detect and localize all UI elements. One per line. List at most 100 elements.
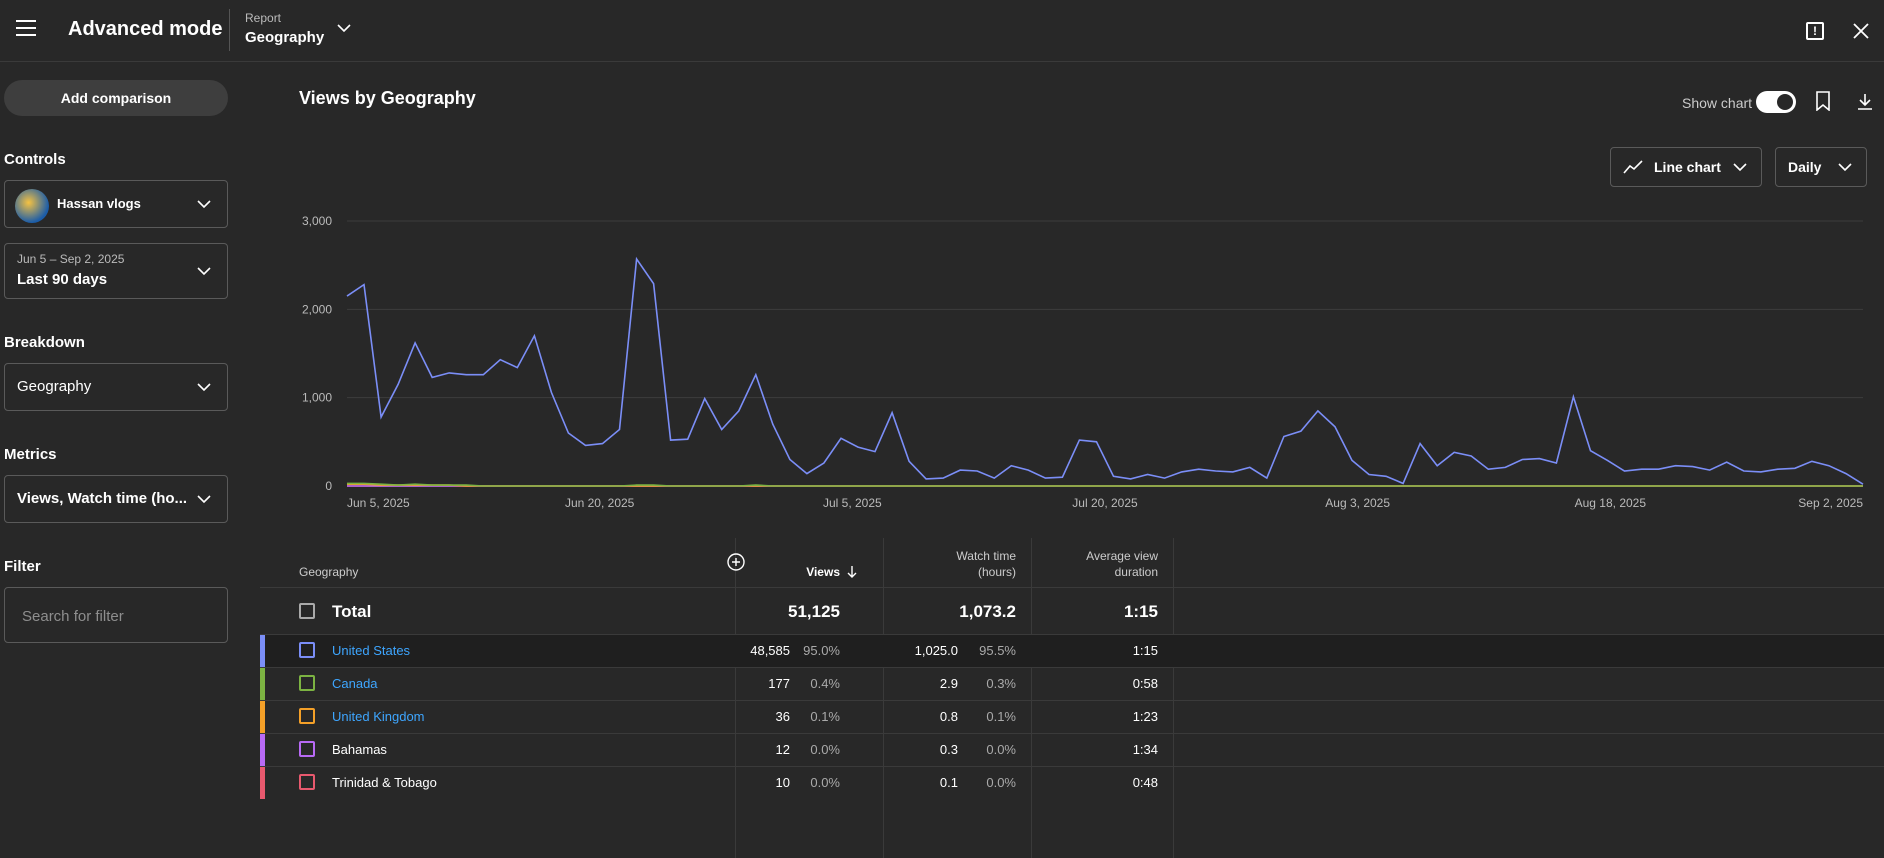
date-range-sub: Jun 5 – Sep 2, 2025 xyxy=(17,252,125,266)
x-tick-label: Jul 5, 2025 xyxy=(823,496,882,510)
divider xyxy=(735,538,736,858)
date-range-main: Last 90 days xyxy=(17,271,108,288)
views-value: 48,585 xyxy=(750,643,790,658)
chart-type-dropdown[interactable]: Line chart xyxy=(1610,147,1762,187)
y-tick-label: 3,000 xyxy=(302,214,332,228)
bookmark-icon[interactable] xyxy=(1815,91,1831,111)
chevron-down-icon xyxy=(197,383,211,392)
x-tick-label: Jun 20, 2025 xyxy=(565,496,635,510)
add-column-icon[interactable] xyxy=(727,553,745,571)
total-watch-time: 1,073.2 xyxy=(959,602,1016,621)
row-checkbox[interactable] xyxy=(299,708,315,724)
watch-time-header-line2: (hours) xyxy=(977,565,1016,579)
table-row[interactable]: Canada 177 0.4% 2.9 0.3% 0:58 xyxy=(260,667,1884,700)
y-tick-label: 2,000 xyxy=(302,302,332,316)
avg-duration-header-line1: Average view xyxy=(1086,549,1158,563)
avg-duration-header-line2: duration xyxy=(1114,565,1158,579)
avatar xyxy=(15,189,49,223)
divider xyxy=(1173,538,1174,858)
country-name[interactable]: Canada xyxy=(332,676,378,691)
row-checkbox[interactable] xyxy=(299,774,315,790)
series-line-1 xyxy=(347,482,1863,487)
x-tick-label: Jun 5, 2025 xyxy=(347,496,410,510)
total-avg-duration: 1:15 xyxy=(1123,602,1158,621)
x-tick-label: Jul 20, 2025 xyxy=(1072,496,1138,510)
watch-time-value: 2.9 xyxy=(939,676,958,691)
chevron-down-icon xyxy=(197,267,211,276)
close-icon[interactable] xyxy=(1852,22,1870,40)
feedback-icon[interactable]: ! xyxy=(1806,22,1824,40)
chevron-down-icon xyxy=(1838,163,1852,172)
row-checkbox[interactable] xyxy=(299,741,315,757)
menu-icon[interactable] xyxy=(16,20,36,36)
table-row[interactable]: United States 48,585 95.0% 1,025.0 95.5% 1:15 xyxy=(260,634,1884,667)
series-color-swatch xyxy=(260,767,265,799)
filter-label: Filter xyxy=(4,558,41,575)
chevron-down-icon xyxy=(197,495,211,504)
views-value: 177 xyxy=(768,676,790,691)
views-percent: 0.0% xyxy=(810,742,840,757)
sidebar: Add comparison Controls Hassan vlogs Jun… xyxy=(0,63,240,795)
main-panel: Views by Geography Show chart Line chart… xyxy=(260,63,1884,858)
views-percent: 0.4% xyxy=(810,676,840,691)
breakdown-value: Geography xyxy=(17,378,92,395)
chevron-down-icon xyxy=(197,200,211,209)
watch-time-value: 0.3 xyxy=(939,742,958,757)
total-views: 51,125 xyxy=(788,602,840,621)
watch-time-header-line1: Watch time xyxy=(956,549,1016,563)
total-label: Total xyxy=(332,602,372,621)
total-checkbox[interactable] xyxy=(299,603,315,619)
watch-time-value: 1,025.0 xyxy=(914,643,958,658)
row-checkbox[interactable] xyxy=(299,642,315,658)
country-name: Bahamas xyxy=(332,742,387,757)
sort-down-icon[interactable] xyxy=(846,565,858,579)
country-name[interactable]: United States xyxy=(332,643,411,658)
add-comparison-button[interactable]: Add comparison xyxy=(4,80,228,116)
series-line-0 xyxy=(346,256,1864,485)
watch-time-percent: 95.5% xyxy=(979,643,1016,658)
divider xyxy=(1031,538,1032,858)
avg-duration-value: 0:58 xyxy=(1132,676,1158,691)
line-chart: 0 1,000 2,000 3,000 Jun 5, 2025 Jun 20, 2025 J… xyxy=(302,214,1864,510)
interval-dropdown[interactable]: Daily xyxy=(1775,147,1867,187)
line-chart-icon xyxy=(1623,160,1643,174)
watch-time-percent: 0.1% xyxy=(986,709,1016,724)
show-chart-toggle[interactable] xyxy=(1756,91,1796,113)
avg-duration-value: 1:34 xyxy=(1132,742,1158,757)
views-value: 36 xyxy=(775,709,790,724)
geography-header[interactable]: Geography xyxy=(299,565,359,579)
avg-duration-value: 0:48 xyxy=(1132,775,1158,790)
y-tick-label: 0 xyxy=(325,479,332,493)
breakdown-dropdown[interactable]: Geography xyxy=(4,363,228,411)
metrics-dropdown[interactable]: Views, Watch time (ho... xyxy=(4,475,228,523)
views-percent: 0.0% xyxy=(810,775,840,790)
views-percent: 0.1% xyxy=(810,709,840,724)
watch-time-percent: 0.0% xyxy=(986,742,1016,757)
series-color-swatch xyxy=(260,668,265,700)
x-tick-label: Sep 2, 2025 xyxy=(1798,496,1863,510)
country-name: Trinidad & Tobago xyxy=(332,775,437,790)
chart-title: Views by Geography xyxy=(299,88,476,108)
views-header[interactable]: Views xyxy=(806,565,840,579)
interval-label: Daily xyxy=(1788,159,1822,175)
table-row[interactable]: Bahamas 12 0.0% 0.3 0.0% 1:34 xyxy=(260,733,1884,766)
country-name[interactable]: United Kingdom xyxy=(332,709,425,724)
avg-duration-header[interactable]: Average view duration xyxy=(1040,548,1158,580)
table-row[interactable]: United Kingdom 36 0.1% 0.8 0.1% 1:23 xyxy=(260,700,1884,733)
row-checkbox[interactable] xyxy=(299,675,315,691)
divider xyxy=(883,538,884,858)
download-icon[interactable] xyxy=(1857,93,1873,111)
table-row[interactable]: Trinidad & Tobago 10 0.0% 0.1 0.0% 0:48 xyxy=(260,766,1884,799)
series-color-swatch xyxy=(260,734,265,766)
date-range-dropdown[interactable]: Jun 5 – Sep 2, 2025 Last 90 days xyxy=(4,243,228,299)
filter-search-input[interactable] xyxy=(22,606,212,626)
series-color-swatch xyxy=(260,701,265,733)
channel-name: Hassan vlogs xyxy=(57,196,141,211)
watch-time-value: 0.1 xyxy=(939,775,958,790)
breakdown-label: Breakdown xyxy=(4,334,85,351)
app-title: Advanced mode xyxy=(68,18,223,40)
controls-label: Controls xyxy=(4,151,66,168)
channel-dropdown[interactable]: Hassan vlogs xyxy=(4,180,228,228)
watch-time-header[interactable]: Watch time (hours) xyxy=(900,548,1016,580)
chevron-down-icon xyxy=(337,24,351,33)
